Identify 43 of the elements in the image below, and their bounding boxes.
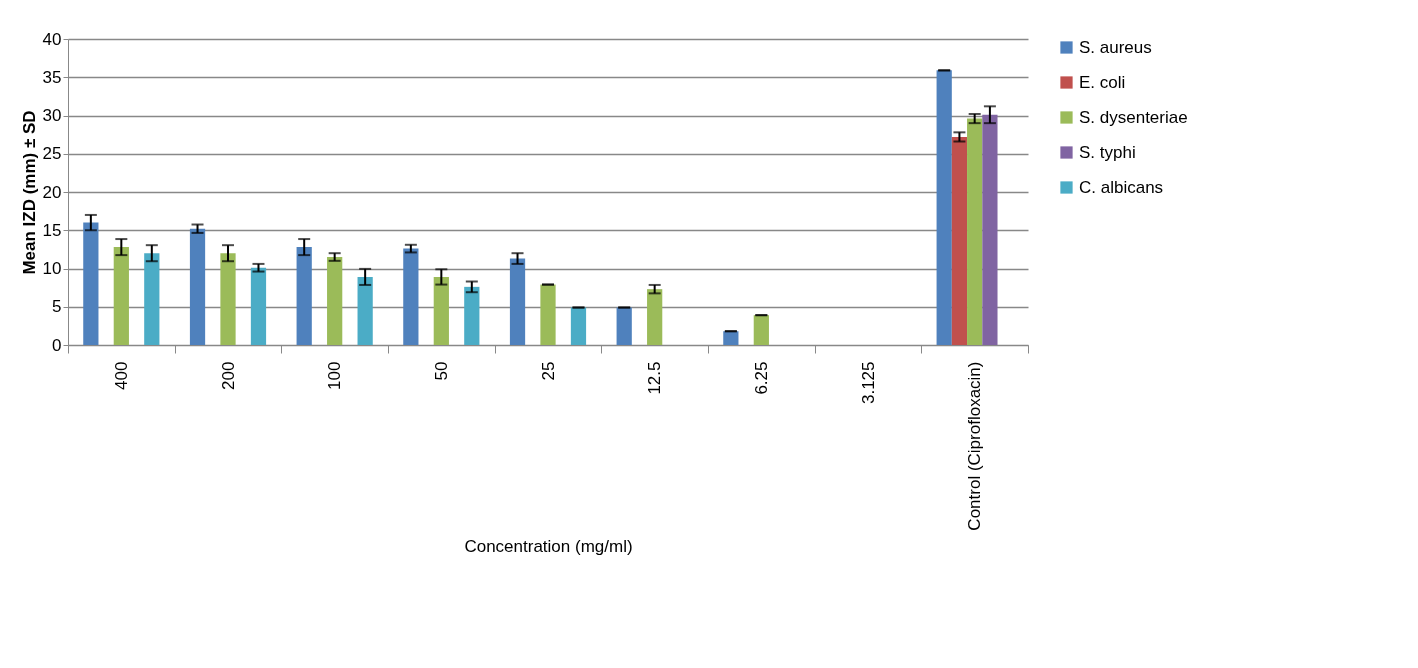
y-tick-label: 15 [42,220,62,240]
x-tick-label: 3.125 [858,361,878,405]
x-tick-label: 12.5 [645,361,665,395]
x-tick-label: 100 [325,361,345,390]
x-tick-label: 6.25 [751,361,771,395]
x-tick-label: Control (Ciprofloxacin) [965,361,985,531]
y-tick-label: 0 [52,335,62,355]
x-tick-label: 50 [431,361,451,381]
bar [616,307,632,345]
bar [357,276,373,345]
bar [936,70,952,345]
bar [723,331,739,345]
x-tick-label: 25 [538,361,558,381]
bar [144,253,160,345]
bar [540,284,556,345]
bar [570,307,587,345]
bar [982,114,998,345]
bar [113,247,129,345]
y-tick-label: 35 [42,67,62,87]
y-tick-label: 25 [42,144,62,164]
bar [647,289,663,345]
legend-label: S. aureus [1079,37,1152,57]
bar [433,276,449,345]
legend-label: S. dysenteriae [1079,107,1188,127]
legend-label: S. typhi [1079,142,1136,162]
x-tick-label: 400 [111,361,131,390]
bar [83,222,99,345]
y-axis-title: Mean IZD (mm) ± SD [19,110,39,275]
bar [967,118,983,345]
y-tick-label: 20 [42,182,62,202]
bar [296,247,312,345]
y-tick-label: 5 [52,297,62,317]
bar [220,253,236,345]
y-tick-label: 30 [42,106,62,125]
bar [509,258,526,345]
legend-label: E. coli [1079,72,1126,92]
y-tick-label: 10 [42,259,62,278]
x-tick-label: 200 [218,361,238,390]
bar [464,286,480,345]
legend-label: C. albicans [1079,177,1164,197]
bar [753,315,769,345]
x-axis-title: Concentration (mg/ml) [464,536,633,556]
y-tick-label: 40 [42,29,62,49]
